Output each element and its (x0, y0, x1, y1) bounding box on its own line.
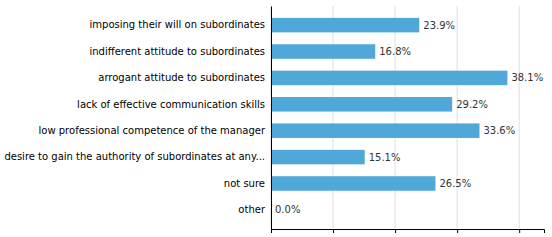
bar (271, 44, 375, 59)
y-axis: other not sure desire to gain the authorit… (4, 7, 271, 230)
bar (271, 71, 507, 86)
bar (271, 18, 419, 33)
data-label: 38.1% (511, 72, 543, 83)
y-tick-label: imposing their will on subordinates (90, 19, 265, 30)
bar (271, 97, 452, 112)
y-tick-label: indifferent attitude to subordinates (90, 46, 266, 57)
y-tick-label: arrogant attitude to subordinates (98, 72, 265, 83)
plot-area: other not sure desire to gain the authorit… (4, 6, 544, 233)
x-tick (457, 229, 458, 233)
y-tick: imposing their will on subordinates (90, 19, 271, 30)
bar (271, 150, 365, 165)
bar (271, 123, 479, 138)
grid-line (271, 6, 272, 229)
x-tick-mark (519, 229, 520, 233)
x-tick-mark (333, 229, 334, 233)
x-tick (333, 229, 334, 233)
data-label: 23.9% (423, 20, 455, 31)
y-tick-label: other (238, 204, 266, 215)
data-label: 16.8% (379, 46, 411, 57)
grid-line (519, 6, 520, 229)
x-axis (272, 229, 545, 233)
x-tick (271, 229, 272, 233)
x-tick (519, 229, 520, 233)
y-tick: other (238, 204, 271, 215)
grid-line (333, 6, 334, 229)
y-tick-label: lack of effective communication skills (77, 99, 265, 110)
y-tick: arrogant attitude to subordinates (98, 72, 271, 83)
bar (271, 176, 435, 191)
y-tick: not sure (224, 178, 271, 189)
bars (271, 18, 507, 191)
y-axis-line (271, 7, 272, 230)
x-tick-mark (271, 229, 272, 233)
data-label: 26.5% (439, 178, 471, 189)
x-tick-mark (457, 229, 458, 233)
chart: other not sure desire to gain the authorit… (0, 0, 552, 237)
y-tick-label: desire to gain the authority of subordin… (4, 151, 265, 162)
y-tick-label: not sure (224, 178, 265, 189)
x-tick-mark (395, 229, 396, 233)
x-tick (395, 229, 396, 233)
y-tick: lack of effective communication skills (77, 99, 271, 110)
grid (271, 6, 519, 229)
y-tick: desire to gain the authority of subordin… (4, 151, 271, 162)
y-tick-label: low professional competence of the manag… (39, 125, 266, 136)
x-axis-line (272, 230, 545, 234)
data-label: 29.2% (456, 99, 488, 110)
data-labels: 0.0% 26.5% 15.1% 33.6% 29.2% 38.1% 16.8% 23.9% (275, 20, 543, 216)
y-tick: low professional competence of the manag… (39, 125, 271, 136)
data-label: 0.0% (275, 204, 300, 215)
grid-line (457, 6, 458, 229)
data-label: 15.1% (369, 152, 401, 163)
grid-line (395, 6, 396, 229)
y-tick: indifferent attitude to subordinates (90, 46, 272, 57)
data-label: 33.6% (483, 125, 515, 136)
